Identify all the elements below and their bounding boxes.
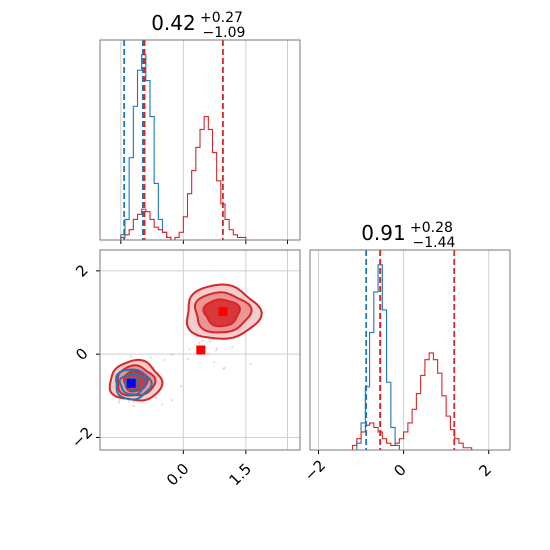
joint-contour-panel: 0.0 1.5 −2 0 2 <box>68 249 301 490</box>
marginal-2-title-value: 0.91 <box>361 221 406 245</box>
marginal-1-histograms <box>116 54 267 241</box>
sample-point <box>117 401 120 404</box>
x-tick-label: −2 <box>301 456 329 484</box>
marginal-1-title: 0.42 +0.27 −1.09 <box>151 7 248 41</box>
sample-point <box>201 339 204 342</box>
marginal-2-gridlines <box>318 250 490 450</box>
sample-point <box>215 349 218 352</box>
sample-point <box>161 403 164 406</box>
marginal-1-title-value: 0.42 <box>151 11 196 35</box>
sample-point <box>198 342 201 345</box>
truth-marker-2 <box>218 307 228 317</box>
sample-point <box>186 358 189 361</box>
sample-point <box>132 400 135 403</box>
marginal-1-title-upper: +0.27 <box>200 10 243 26</box>
y-tick-label: 0 <box>72 344 91 363</box>
joint-markers <box>126 307 228 388</box>
sample-point <box>132 405 135 408</box>
marginal-2-title-upper: +0.28 <box>410 220 453 236</box>
marginal-histogram-param-2: 0.91 +0.28 −1.44 −2 0 2 <box>301 217 511 485</box>
sample-point <box>249 362 252 365</box>
contour-level-2-blob-3 <box>118 373 147 396</box>
sample-point <box>232 337 235 340</box>
x-tick-label: 2 <box>475 461 494 480</box>
sample-point <box>180 385 183 388</box>
sample-point <box>127 400 130 403</box>
sample-point <box>118 398 121 401</box>
sample-point <box>207 352 210 355</box>
marginal-2-frame <box>309 249 511 451</box>
marginal-2-quantile-lines <box>365 250 456 450</box>
sample-point <box>213 361 216 364</box>
sample-point <box>149 356 152 359</box>
marginal-1-ticks <box>120 240 288 244</box>
marginal-2-ticks: −2 0 2 <box>301 450 495 485</box>
sample-point <box>215 347 218 350</box>
joint-frame <box>99 249 301 451</box>
x-tick-label: 0.0 <box>163 460 193 490</box>
histogram-series-2 <box>116 115 267 241</box>
histogram-series-2 <box>348 352 489 451</box>
y-tick-label: −2 <box>68 423 96 451</box>
sample-point <box>152 366 155 369</box>
histogram-series-1 <box>352 264 400 451</box>
marginal-histogram-param-1: 0.42 +0.27 −1.09 <box>99 7 301 244</box>
y-tick-label: 2 <box>72 261 91 280</box>
sample-point <box>163 358 166 361</box>
truth-marker-1 <box>126 378 136 388</box>
sample-point <box>130 355 133 358</box>
sample-point <box>188 348 191 351</box>
contour-level-1-blob-3 <box>115 368 153 401</box>
sample-point <box>170 399 173 402</box>
contour-level-3-blob-3 <box>124 377 141 391</box>
marginal-2-title: 0.91 +0.28 −1.44 <box>361 217 458 251</box>
sample-point <box>195 336 198 339</box>
x-tick-label: 1.5 <box>225 460 255 490</box>
marginal-1-quantile-lines <box>123 40 224 240</box>
truth-marker-3 <box>196 345 206 355</box>
marginal-2-histograms <box>348 264 489 451</box>
sample-point <box>231 346 234 349</box>
x-tick-label: 0 <box>390 461 409 480</box>
sample-point <box>169 353 172 356</box>
marginal-1-frame <box>99 39 301 241</box>
marginal-1-gridlines <box>120 40 288 240</box>
sample-point <box>155 396 158 399</box>
marginal-2-title-lower: −1.44 <box>413 235 456 251</box>
sample-point <box>223 366 226 369</box>
sample-point <box>209 340 212 343</box>
marginal-1-title-lower: −1.09 <box>203 25 246 41</box>
sample-point <box>171 353 174 356</box>
